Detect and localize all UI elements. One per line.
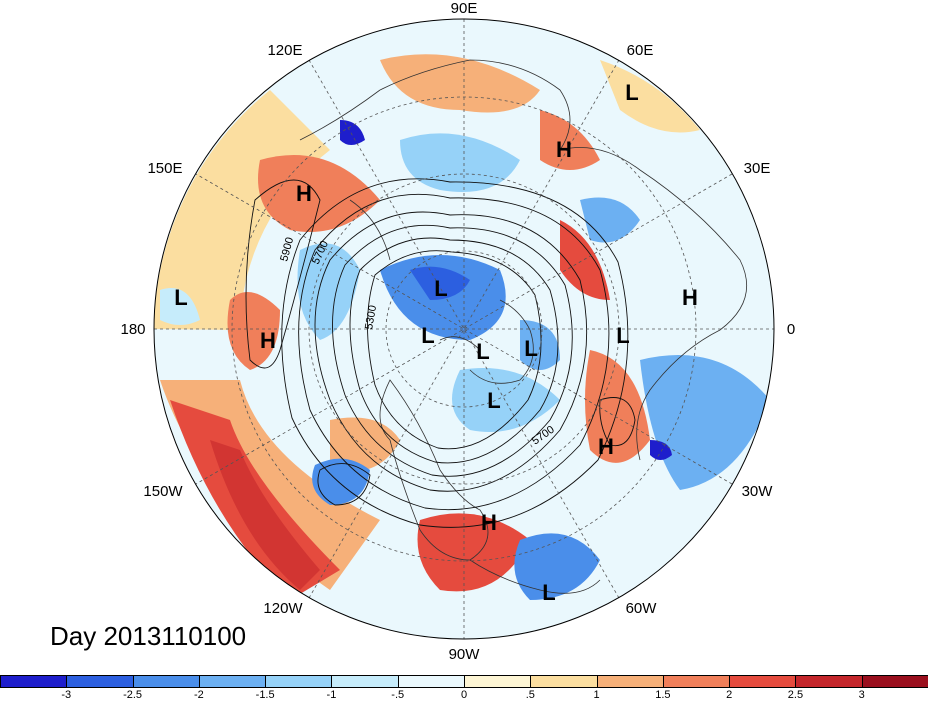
colorbar-tick-label: -.5 <box>391 689 405 701</box>
colorbar-tick-label: 2.5 <box>787 689 804 701</box>
pressure-center-low: L <box>487 388 500 413</box>
pressure-center-low: L <box>524 336 537 361</box>
colorbar-swatch <box>198 675 267 688</box>
pressure-center-low: L <box>434 276 447 301</box>
longitude-labels: 90E 60E 30E 0 30W 60W 90W 120W 150W 180 … <box>120 0 795 663</box>
colorbar-swatch <box>331 675 399 688</box>
colorbar-tick-label: -3 <box>61 689 72 701</box>
pressure-centers: L H H L H L L L L H L L H H L <box>174 80 698 605</box>
colorbar-swatch <box>0 675 68 688</box>
colorbar-tick-label: 3 <box>858 689 865 701</box>
pressure-center-low: L <box>421 323 434 348</box>
lon-label-90e: 90E <box>451 0 478 17</box>
colorbar-tick-label: -2.5 <box>123 689 143 701</box>
lon-label-150e: 150E <box>147 160 182 177</box>
colorbar-swatch <box>265 675 333 688</box>
lon-label-180: 180 <box>120 321 145 338</box>
pressure-center-high: H <box>598 434 614 459</box>
lon-label-30e: 30E <box>744 160 771 177</box>
colorbar-tick-label: 2 <box>726 689 733 701</box>
pressure-center-high: H <box>481 510 497 535</box>
colorbar-swatch <box>397 675 465 688</box>
lon-label-60e: 60E <box>627 42 654 59</box>
pressure-center-low: L <box>542 580 555 605</box>
colorbar-swatch <box>66 675 134 688</box>
pressure-center-low: L <box>625 80 638 105</box>
graticule <box>154 19 774 639</box>
colorbar-tick-label: 1.5 <box>655 689 671 701</box>
colorbar-swatch <box>530 675 598 688</box>
lon-label-0: 0 <box>787 321 795 338</box>
pressure-center-high: H <box>682 285 698 310</box>
colorbar-tick-label: .5 <box>525 689 535 701</box>
lon-label-120w: 120W <box>263 600 303 617</box>
colorbar-swatch <box>132 675 200 688</box>
colorbar-tick-label: 0 <box>460 689 468 701</box>
contour-label-5300: 5300 <box>363 304 379 330</box>
lon-label-150w: 150W <box>143 483 183 500</box>
colorbar-swatch <box>729 675 797 688</box>
colorbar-tick-label: -2 <box>193 689 204 701</box>
lon-label-60w: 60W <box>626 600 658 617</box>
colorbar: -3 -2.5 -2 -1.5 -1 -.5 0 .5 1 1.5 2 2.5 3 <box>0 675 928 702</box>
height-contours <box>245 178 636 528</box>
colorbar-swatch <box>662 675 731 688</box>
coastlines <box>299 59 747 594</box>
map-boundary <box>153 18 775 640</box>
lon-label-120e: 120E <box>267 42 302 59</box>
day-label: Day 2013110100 <box>50 621 247 651</box>
colorbar-swatch <box>596 675 664 688</box>
colorbar-tick-label: -1 <box>326 689 337 701</box>
colorbar-swatch <box>464 675 532 688</box>
pressure-center-high: H <box>260 328 276 353</box>
lon-label-30w: 30W <box>742 483 774 500</box>
pressure-center-high: H <box>556 137 572 162</box>
colorbar-tick-label: 1 <box>593 689 600 701</box>
pressure-center-low: L <box>476 339 489 364</box>
polar-map: 90E 60E 30E 0 30W 60W 90W 120W 150W 180 … <box>120 0 795 663</box>
pressure-center-high: H <box>296 181 312 206</box>
pressure-center-low: L <box>616 323 629 348</box>
lon-label-90w: 90W <box>449 646 481 663</box>
pressure-center-low: L <box>174 285 187 310</box>
colorbar-tick-label: -1.5 <box>255 689 275 701</box>
colorbar-swatch <box>795 675 863 688</box>
colorbar-swatch <box>861 675 928 688</box>
